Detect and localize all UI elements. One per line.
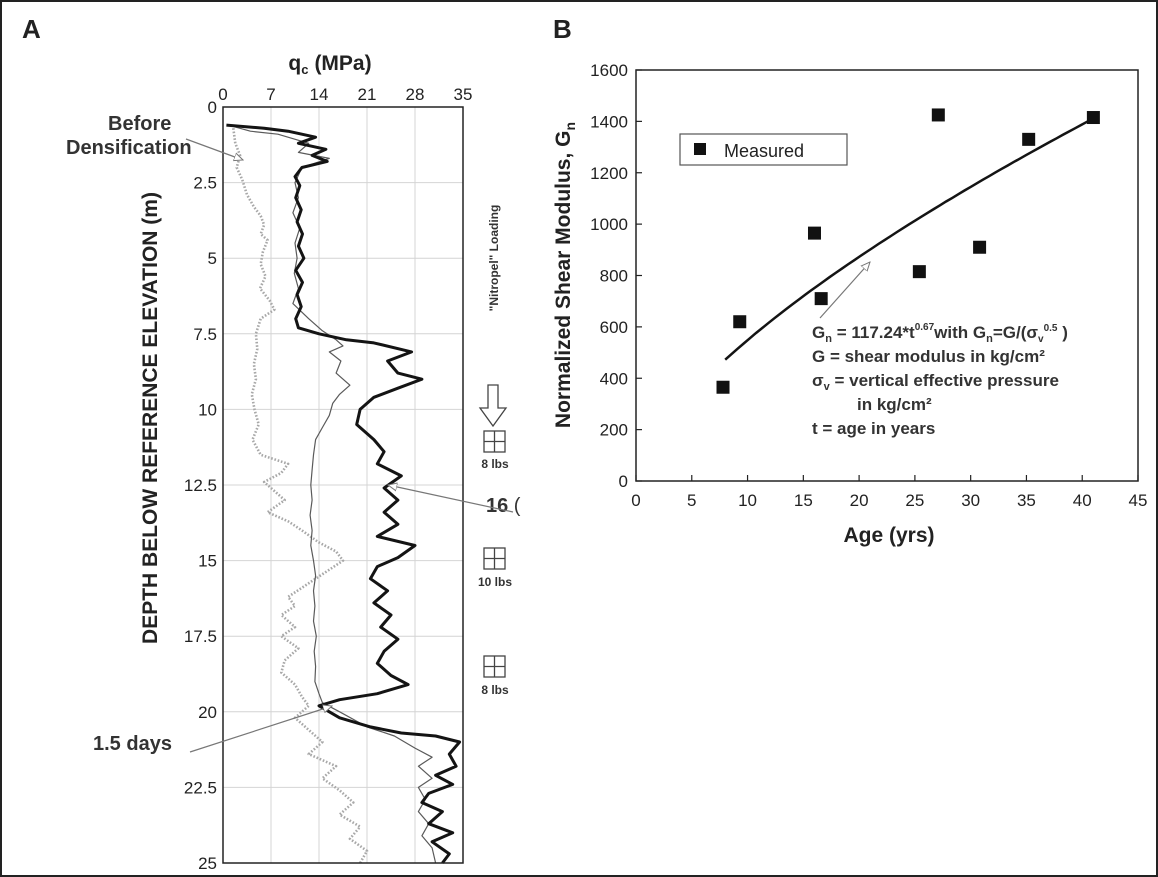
y-tick-label: 1200 [590,164,628,183]
y-tick-label: 12.5 [184,476,217,495]
weight-icon [483,547,506,570]
y-tick-label: 0 [208,98,217,117]
measured-point [931,108,945,122]
one-five-days-label: 1.5 days [93,733,172,755]
panel-b-x-axis-title: Age (yrs) [843,524,934,547]
equation-line-5: t = age in years [812,419,935,438]
sixteen-arrow [388,485,514,513]
y-tick-label: 600 [600,318,628,337]
y-tick-label: 1000 [590,215,628,234]
panel-b-points [716,108,1100,394]
x-tick-label: 25 [905,491,924,510]
measured-point [1022,132,1036,146]
x-tick-label: 28 [406,85,425,104]
measured-point [733,315,747,329]
x-tick-label: 20 [850,491,869,510]
panel-b-letter: B [553,14,572,44]
y-tick-label: 15 [198,552,217,571]
equation-line-4: in kg/cm² [857,395,932,414]
weight-label-1: 8 lbs [481,457,509,471]
legend-box [679,133,848,166]
measured-point [1086,111,1100,125]
before-densification-label-line1: Before [108,113,171,135]
panel-a-y-axis-title: DEPTH BELOW REFERENCE ELEVATION (m) [139,192,162,644]
cpt-profile-thin-gray [228,124,437,864]
panel-b-fit-curve [724,117,1094,361]
y-tick-label: 1400 [590,112,628,131]
weight-label-2: 10 lbs [478,575,512,589]
panel-b-y-ticks: 0 200 400 600 800 1000 1200 1400 1600 [590,61,642,491]
measured-point [716,380,730,394]
x-tick-label: 10 [738,491,757,510]
panel-a-x-ticks: 0 7 14 21 28 35 [218,85,472,104]
x-tick-label: 45 [1129,491,1148,510]
x-tick-label: 15 [794,491,813,510]
cpt-profile-thick-black [226,123,462,864]
equation-arrow [819,262,870,319]
x-tick-label: 0 [631,491,640,510]
y-tick-label: 22.5 [184,778,217,797]
y-tick-label: 2.5 [193,174,217,193]
y-tick-label: 800 [600,267,628,286]
weight-label-3: 8 lbs [481,683,509,697]
measured-point [912,265,926,279]
x-tick-label: 35 [1017,491,1036,510]
x-tick-label: 0 [218,85,227,104]
y-tick-label: 20 [198,703,217,722]
measured-point [814,292,828,306]
equation-line-2: G = shear modulus in kg/cm² [812,347,1045,366]
before-densification-arrow [185,138,243,160]
panel-a-plot-frame [222,106,464,864]
panel-a-letter: A [22,14,41,44]
legend-marker [694,143,706,155]
y-tick-label: 400 [600,369,628,388]
panel-a-x-axis-title: qc (MPa) [288,52,371,77]
x-tick-label: 14 [310,85,329,104]
y-tick-label: 17.5 [184,627,217,646]
equation-line-1: Gn = 117.24*t0.67with Gn=G/(σv0.5 ) [812,322,1068,345]
y-tick-label: 10 [198,400,217,419]
y-tick-label: 7.5 [193,325,217,344]
nitropel-loading-label: "Nitropel" Loading [487,205,501,312]
one-five-days-arrow [189,706,332,753]
panel-b-plot-frame [635,69,1139,482]
x-tick-label: 30 [961,491,980,510]
y-tick-label: 5 [208,249,217,268]
panel-b-legend: Measured [679,133,848,166]
x-tick-label: 5 [687,491,696,510]
down-arrow-icon [478,384,508,428]
measured-point [807,226,821,240]
panel-b-y-axis-title: Normalized Shear Modulus, Gn [552,122,578,428]
x-tick-label: 35 [454,85,473,104]
before-densification-label-line2: Densification [66,137,192,159]
weight-icon [483,655,506,678]
y-tick-label: 1600 [590,61,628,80]
x-tick-label: 40 [1073,491,1092,510]
panel-a-grid [222,106,464,864]
panel-a: A qc (MPa) DEPTH BELOW REFERENCE ELEVATIO… [22,14,521,873]
measured-point [973,240,987,254]
panel-a-series [226,123,462,864]
equation-line-3: σv = vertical effective pressure [812,371,1059,393]
legend-label: Measured [724,141,804,161]
y-tick-label: 25 [198,854,217,873]
panel-a-y-ticks: 0 2.5 5 7.5 10 12.5 15 17.5 20 22.5 25 [184,98,217,873]
panel-b-x-ticks: 0 5 10 15 20 25 30 35 40 45 [631,475,1147,510]
y-tick-label: 0 [619,472,628,491]
panel-b: B Normalized Shear Modulus, Gn Age (yrs)… [552,14,1147,547]
y-tick-label: 200 [600,421,628,440]
x-tick-label: 7 [266,85,275,104]
equation-block: Gn = 117.24*t0.67with Gn=G/(σv0.5 ) G = … [812,322,1068,438]
sixteen-label: 16 ( [486,495,521,517]
weight-icon [483,430,506,453]
x-tick-label: 21 [358,85,377,104]
